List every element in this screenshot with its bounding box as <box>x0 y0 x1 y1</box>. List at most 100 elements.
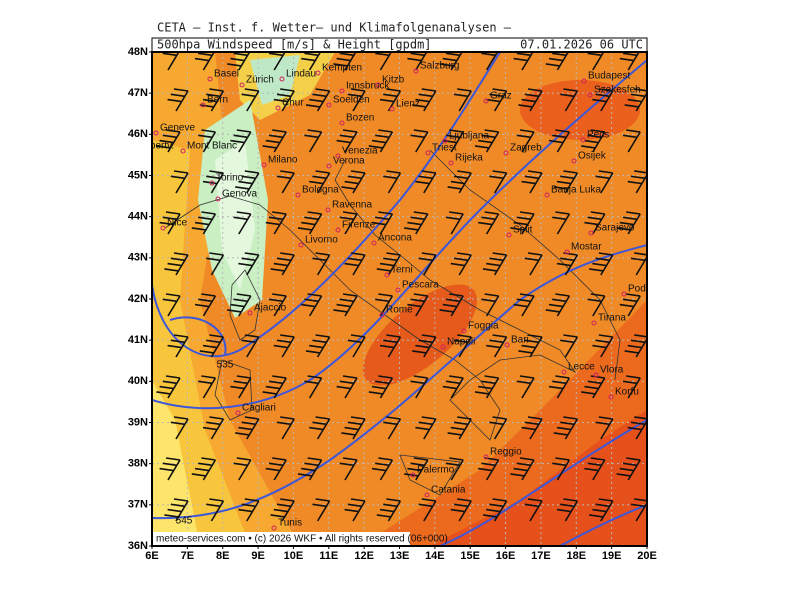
wind-barb <box>339 211 358 235</box>
wind-barb <box>194 52 216 71</box>
wind-barb <box>162 52 180 71</box>
wind-barb <box>404 211 429 235</box>
wind-barb <box>619 52 640 71</box>
lon-label: 12E <box>354 550 374 562</box>
place-marker <box>215 196 221 202</box>
wind-barb <box>592 88 614 112</box>
wind-barb <box>297 457 323 481</box>
wind-barb <box>489 170 508 194</box>
place-label: Pescara <box>402 280 439 291</box>
institute: CETA – Inst. f. Wetter– und Klimafolgena… <box>157 21 512 35</box>
wind-barb <box>412 88 437 112</box>
wind-barb <box>297 211 323 235</box>
wind-barb <box>309 416 331 440</box>
place-label: Napoli <box>447 337 475 348</box>
place-label: Nice <box>167 218 187 229</box>
lat-label: 44N <box>128 211 148 223</box>
lon-label: 14E <box>425 550 445 562</box>
place-label: Tunis <box>278 518 302 529</box>
wind-barb <box>553 416 579 440</box>
place-marker <box>571 158 577 164</box>
wind-barb <box>167 334 189 358</box>
place-marker <box>504 342 510 348</box>
wind-barb <box>164 498 189 522</box>
wind-barb <box>238 498 260 522</box>
lon-label: 11E <box>319 550 338 562</box>
place-marker <box>315 70 321 76</box>
wind-barb <box>442 129 464 153</box>
wind-barb <box>415 170 437 194</box>
wind-barb <box>622 129 641 153</box>
place-marker <box>384 272 390 278</box>
wind-barb <box>548 375 571 399</box>
place-label: Bari <box>511 335 529 346</box>
place-label: Lienz <box>396 99 420 110</box>
wind-barb <box>556 498 579 522</box>
wind-barb <box>206 498 225 522</box>
wind-barb <box>170 416 189 440</box>
wind-barb <box>230 375 252 399</box>
place-marker <box>247 310 253 316</box>
lat-label: 37N <box>128 499 148 511</box>
wind-barb <box>273 334 295 358</box>
place-label: Vlora <box>600 365 624 376</box>
place-label: Ajaccio <box>254 303 287 314</box>
field-green <box>250 55 300 105</box>
place-marker <box>461 328 467 334</box>
wind-barb <box>418 252 437 276</box>
wind-barb <box>336 129 358 153</box>
wind-barb <box>474 375 500 399</box>
place-label: Reggio <box>490 447 522 458</box>
place-marker <box>588 230 594 236</box>
wind-barb <box>238 252 260 276</box>
place-label: Tirana <box>598 313 626 324</box>
wind-barb <box>156 129 181 153</box>
place-label: Innsbruck <box>346 81 390 92</box>
place-label: Livorno <box>305 235 338 246</box>
place-label: Kempten <box>322 63 362 74</box>
place-label: Bologna <box>302 185 339 196</box>
lon-label: 9E <box>251 550 264 562</box>
lon-label: 17E <box>531 550 551 562</box>
contour-label: 545 <box>176 516 193 527</box>
height-contour <box>152 59 647 410</box>
wind-barb <box>450 252 472 276</box>
wind-barb <box>383 170 402 194</box>
wind-barb <box>312 498 331 522</box>
wind-barb <box>199 88 225 112</box>
wind-barb <box>265 457 287 481</box>
place-label: Geneve <box>160 123 195 134</box>
place-marker <box>561 369 567 375</box>
wind-barb <box>347 334 366 358</box>
wind-barb <box>383 416 402 440</box>
map-title: 500hpa Windspeed [m/s] & Height [gpdm] <box>157 38 432 52</box>
wind-barb <box>489 416 508 440</box>
wind-barb <box>339 457 358 481</box>
lon-label: 13E <box>390 550 410 562</box>
wind-barb <box>270 498 295 522</box>
place-label: Ljubljana <box>449 131 489 142</box>
wind-barb <box>560 334 579 358</box>
wind-barb <box>270 252 295 276</box>
place-marker <box>153 130 159 136</box>
wind-barb <box>486 88 508 112</box>
wind-barb <box>304 375 323 399</box>
wind-barb <box>524 252 543 276</box>
wind-barb <box>619 293 641 317</box>
place-marker <box>564 249 570 255</box>
wind-barb <box>379 334 402 358</box>
place-marker <box>180 148 186 154</box>
wind-barb <box>447 416 472 440</box>
wind-barb <box>410 129 429 153</box>
wind-barb <box>202 170 225 194</box>
wind-barb <box>371 457 394 481</box>
wind-barb <box>616 211 641 235</box>
place-label: Sarajevo <box>595 223 635 234</box>
wind-barb <box>336 375 358 399</box>
wind-barb <box>442 375 464 399</box>
place-label: Albertv. <box>141 141 174 152</box>
wind-barb <box>233 211 252 235</box>
wind-barb <box>518 334 543 358</box>
place-marker <box>395 287 401 293</box>
